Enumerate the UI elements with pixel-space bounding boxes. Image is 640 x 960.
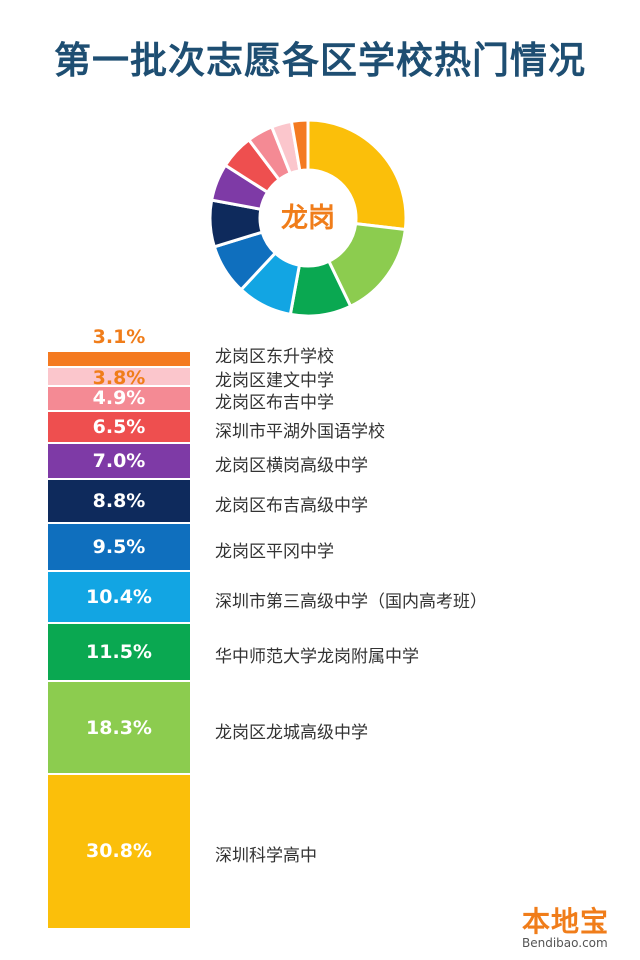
bar-segment: [48, 352, 190, 366]
category-label: 深圳市第三高级中学（国内高考班）: [215, 592, 487, 613]
bar-segment: [48, 523, 190, 570]
value-label: 8.8%: [92, 489, 146, 512]
bar-segment: [48, 624, 190, 681]
bar-segment: [48, 444, 190, 478]
value-label: 18.3%: [86, 716, 152, 739]
category-label: 龙岗区平冈中学: [215, 541, 334, 562]
category-label: 龙岗区龙城高级中学: [215, 722, 368, 743]
value-label: 30.8%: [86, 840, 152, 863]
category-label: 华中师范大学龙岗附属中学: [215, 647, 419, 668]
value-label: 6.5%: [92, 415, 146, 438]
value-label: 9.5%: [92, 535, 146, 558]
bar-segment: [48, 479, 190, 522]
value-label: 3.1%: [92, 326, 146, 348]
bar-segment: [48, 774, 190, 928]
value-label: 10.4%: [86, 586, 152, 609]
category-label: 深圳科学高中: [215, 846, 317, 867]
category-label: 龙岗区横岗高级中学: [215, 455, 368, 476]
brand-site: Bendibao.com: [522, 936, 608, 950]
donut-slice: [289, 118, 310, 173]
category-label: 深圳市平湖外国语学校: [215, 421, 385, 442]
category-label: 龙岗区布吉高级中学: [215, 495, 368, 516]
value-label: 4.9%: [92, 387, 146, 410]
category-label: 龙岗区布吉中学: [215, 393, 334, 414]
bar-segment: [48, 682, 190, 773]
donut-center-label: 龙岗: [281, 203, 335, 234]
value-label: 11.5%: [86, 641, 152, 664]
category-label: 龙岗区建文中学: [215, 371, 334, 392]
bar-segment: [48, 411, 190, 443]
bendibao-logo: 本地宝 Bendibao.com: [514, 898, 634, 956]
bar-segment: [48, 571, 190, 623]
bar-segment: [48, 386, 190, 410]
bar-segment: [48, 367, 190, 385]
value-label: 7.0%: [92, 449, 146, 472]
donut-chart: [208, 118, 408, 318]
donut-slice: [306, 118, 408, 232]
chart-title: 第一批次志愿各区学校热门情况: [54, 39, 586, 82]
category-label: 龙岗区东升学校: [215, 347, 334, 367]
brand-name: 本地宝: [522, 905, 610, 938]
value-label: 3.8%: [92, 367, 146, 390]
